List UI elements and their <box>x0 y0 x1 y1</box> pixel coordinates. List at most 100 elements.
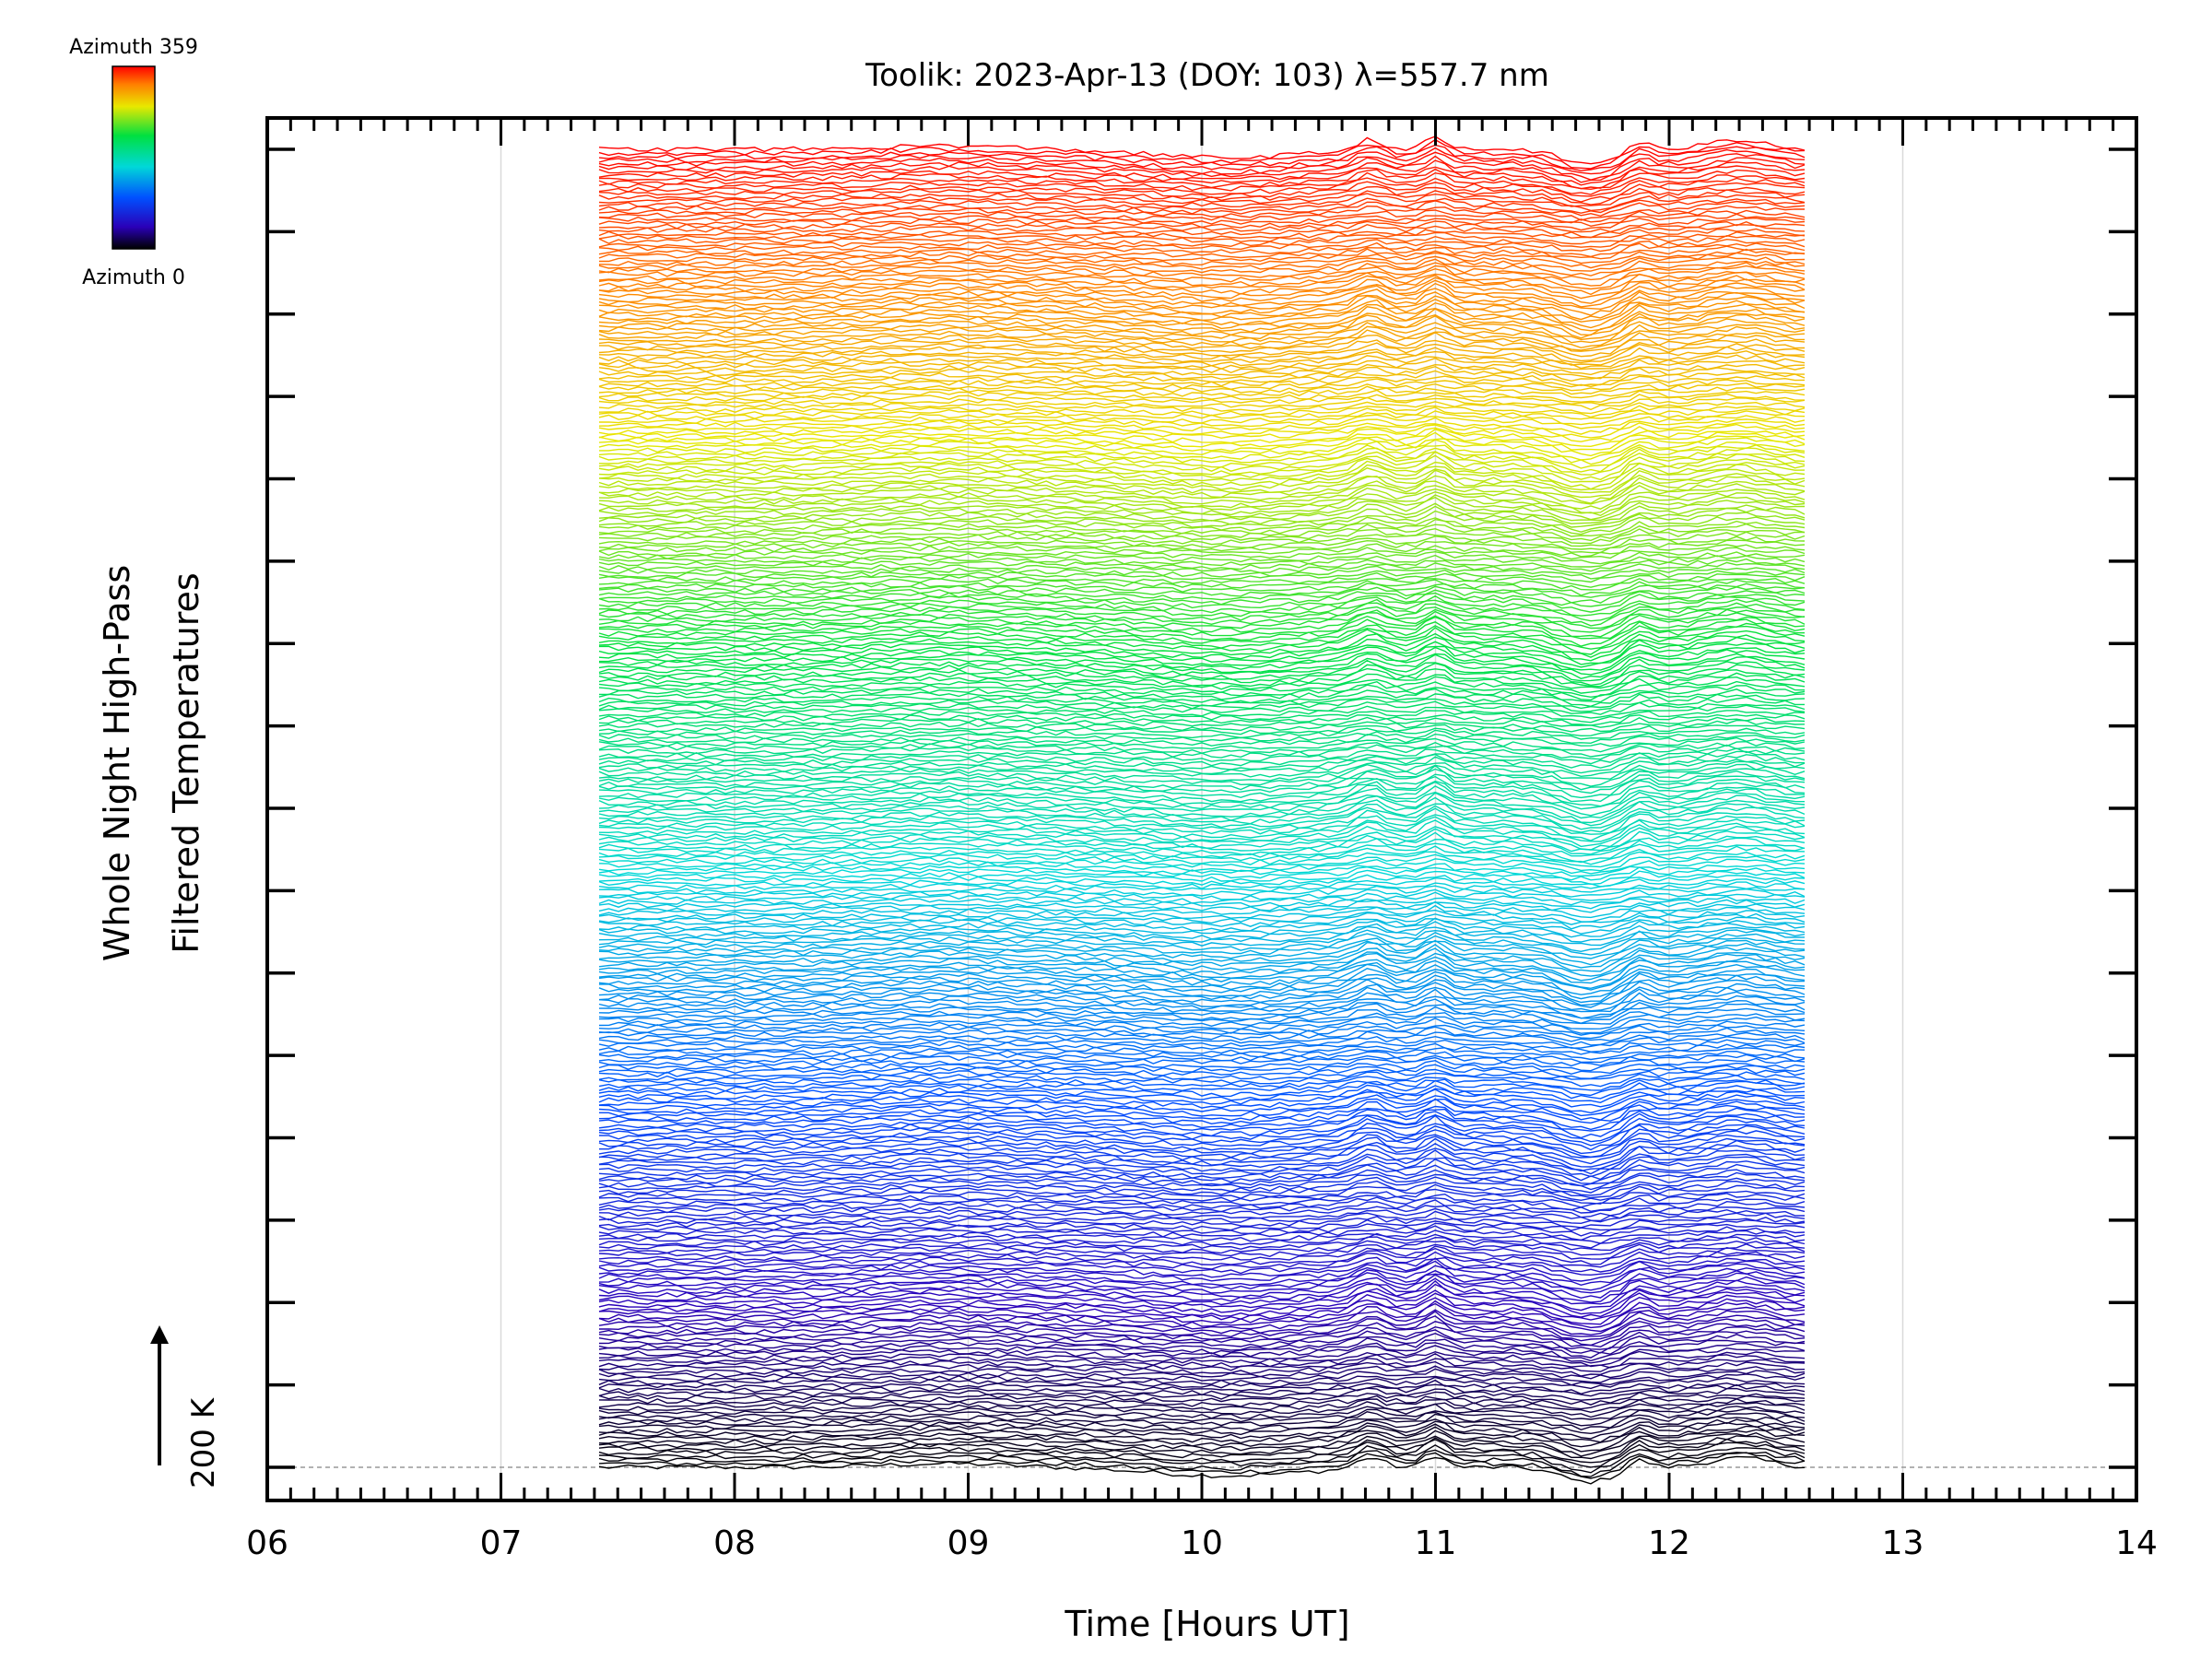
series-line <box>598 672 1806 694</box>
series-line <box>598 1006 1806 1025</box>
series-line <box>598 144 1806 171</box>
series-line <box>598 1418 1806 1440</box>
series-line <box>598 959 1806 990</box>
series-line <box>598 165 1806 190</box>
series-line <box>598 1300 1806 1329</box>
series-line <box>598 819 1806 848</box>
series-line <box>598 209 1806 224</box>
series-line <box>598 606 1806 629</box>
series-line <box>598 816 1806 842</box>
series-line <box>598 1401 1806 1418</box>
series-line <box>598 1216 1806 1229</box>
series-line <box>598 1163 1806 1187</box>
series-line <box>598 1407 1806 1427</box>
series-line <box>598 401 1806 415</box>
series-line <box>598 1176 1806 1196</box>
series-line <box>598 325 1806 351</box>
series-line <box>598 505 1806 528</box>
series-line <box>598 539 1806 554</box>
series-line <box>598 1360 1806 1377</box>
series-line <box>598 684 1806 703</box>
series-line <box>598 594 1806 617</box>
series-line <box>598 1329 1806 1350</box>
series-line <box>598 803 1806 830</box>
series-line <box>598 912 1806 930</box>
series-line <box>598 598 1806 622</box>
series-line <box>598 1207 1806 1222</box>
series-line <box>598 974 1806 1004</box>
y-axis-label-line2: Filtered Temperatures <box>166 572 206 953</box>
series-line <box>598 427 1806 448</box>
series-line <box>598 338 1806 362</box>
series-line <box>598 592 1806 613</box>
series-line <box>598 223 1806 239</box>
series-line <box>598 1225 1806 1241</box>
series-line <box>598 1337 1806 1359</box>
series-line <box>598 645 1806 671</box>
series-line <box>598 531 1806 547</box>
series-line <box>598 1107 1806 1132</box>
series-line <box>598 185 1806 206</box>
x-tick-label: 08 <box>713 1524 756 1562</box>
series-line <box>598 1391 1806 1406</box>
series-line <box>598 1111 1806 1139</box>
series-line <box>598 228 1806 240</box>
series-line <box>598 138 1806 170</box>
series-line <box>598 331 1806 358</box>
series-line <box>598 676 1806 699</box>
series-line <box>598 943 1806 972</box>
series-line <box>598 271 1806 296</box>
series-line <box>598 1256 1806 1277</box>
series-line <box>598 275 1806 300</box>
series-line <box>598 467 1806 494</box>
x-tick-label: 13 <box>1882 1524 1924 1562</box>
x-tick-label: 12 <box>1648 1524 1690 1562</box>
series-line <box>598 308 1806 339</box>
series-line <box>598 688 1806 708</box>
series-line <box>598 979 1806 1006</box>
series-line <box>598 667 1806 689</box>
series-line <box>598 1383 1806 1397</box>
series-line <box>598 1379 1806 1395</box>
series-line <box>598 1124 1806 1155</box>
series-line <box>598 1230 1806 1244</box>
series-line <box>598 354 1806 371</box>
series-line <box>598 483 1806 510</box>
series-line <box>598 1245 1806 1265</box>
series-line <box>598 792 1806 824</box>
series-line <box>598 1452 1806 1479</box>
series-line <box>598 1232 1806 1249</box>
series-line <box>598 998 1806 1019</box>
series-line <box>598 350 1806 370</box>
series-line <box>598 1039 1806 1053</box>
series-line <box>598 632 1806 662</box>
series-line <box>598 1003 1806 1024</box>
series-line <box>598 406 1806 420</box>
series-line <box>598 382 1806 395</box>
series-line <box>598 825 1806 851</box>
series-line <box>598 1373 1806 1386</box>
series-line <box>598 1149 1806 1178</box>
series-line <box>598 1084 1806 1104</box>
x-axis-label: Time [Hours UT] <box>1064 1604 1349 1644</box>
series-line <box>598 1088 1806 1108</box>
series-line <box>598 1297 1806 1325</box>
x-tick-label: 14 <box>2115 1524 2158 1562</box>
series-line <box>598 814 1806 841</box>
series-line <box>598 1342 1806 1362</box>
series-line <box>598 1321 1806 1347</box>
series-line <box>598 885 1806 898</box>
series-line <box>598 1088 1806 1114</box>
series-line <box>598 248 1806 265</box>
series-line <box>598 900 1806 919</box>
series-line <box>598 1050 1806 1064</box>
series-line <box>598 554 1806 568</box>
series-line <box>599 616 1806 647</box>
series-line <box>598 909 1806 925</box>
series-line <box>598 753 1805 774</box>
series-line <box>598 565 1806 580</box>
series-line <box>598 168 1806 191</box>
series-line <box>598 1098 1806 1121</box>
series-line <box>598 1114 1806 1147</box>
series-line <box>598 1292 1806 1321</box>
